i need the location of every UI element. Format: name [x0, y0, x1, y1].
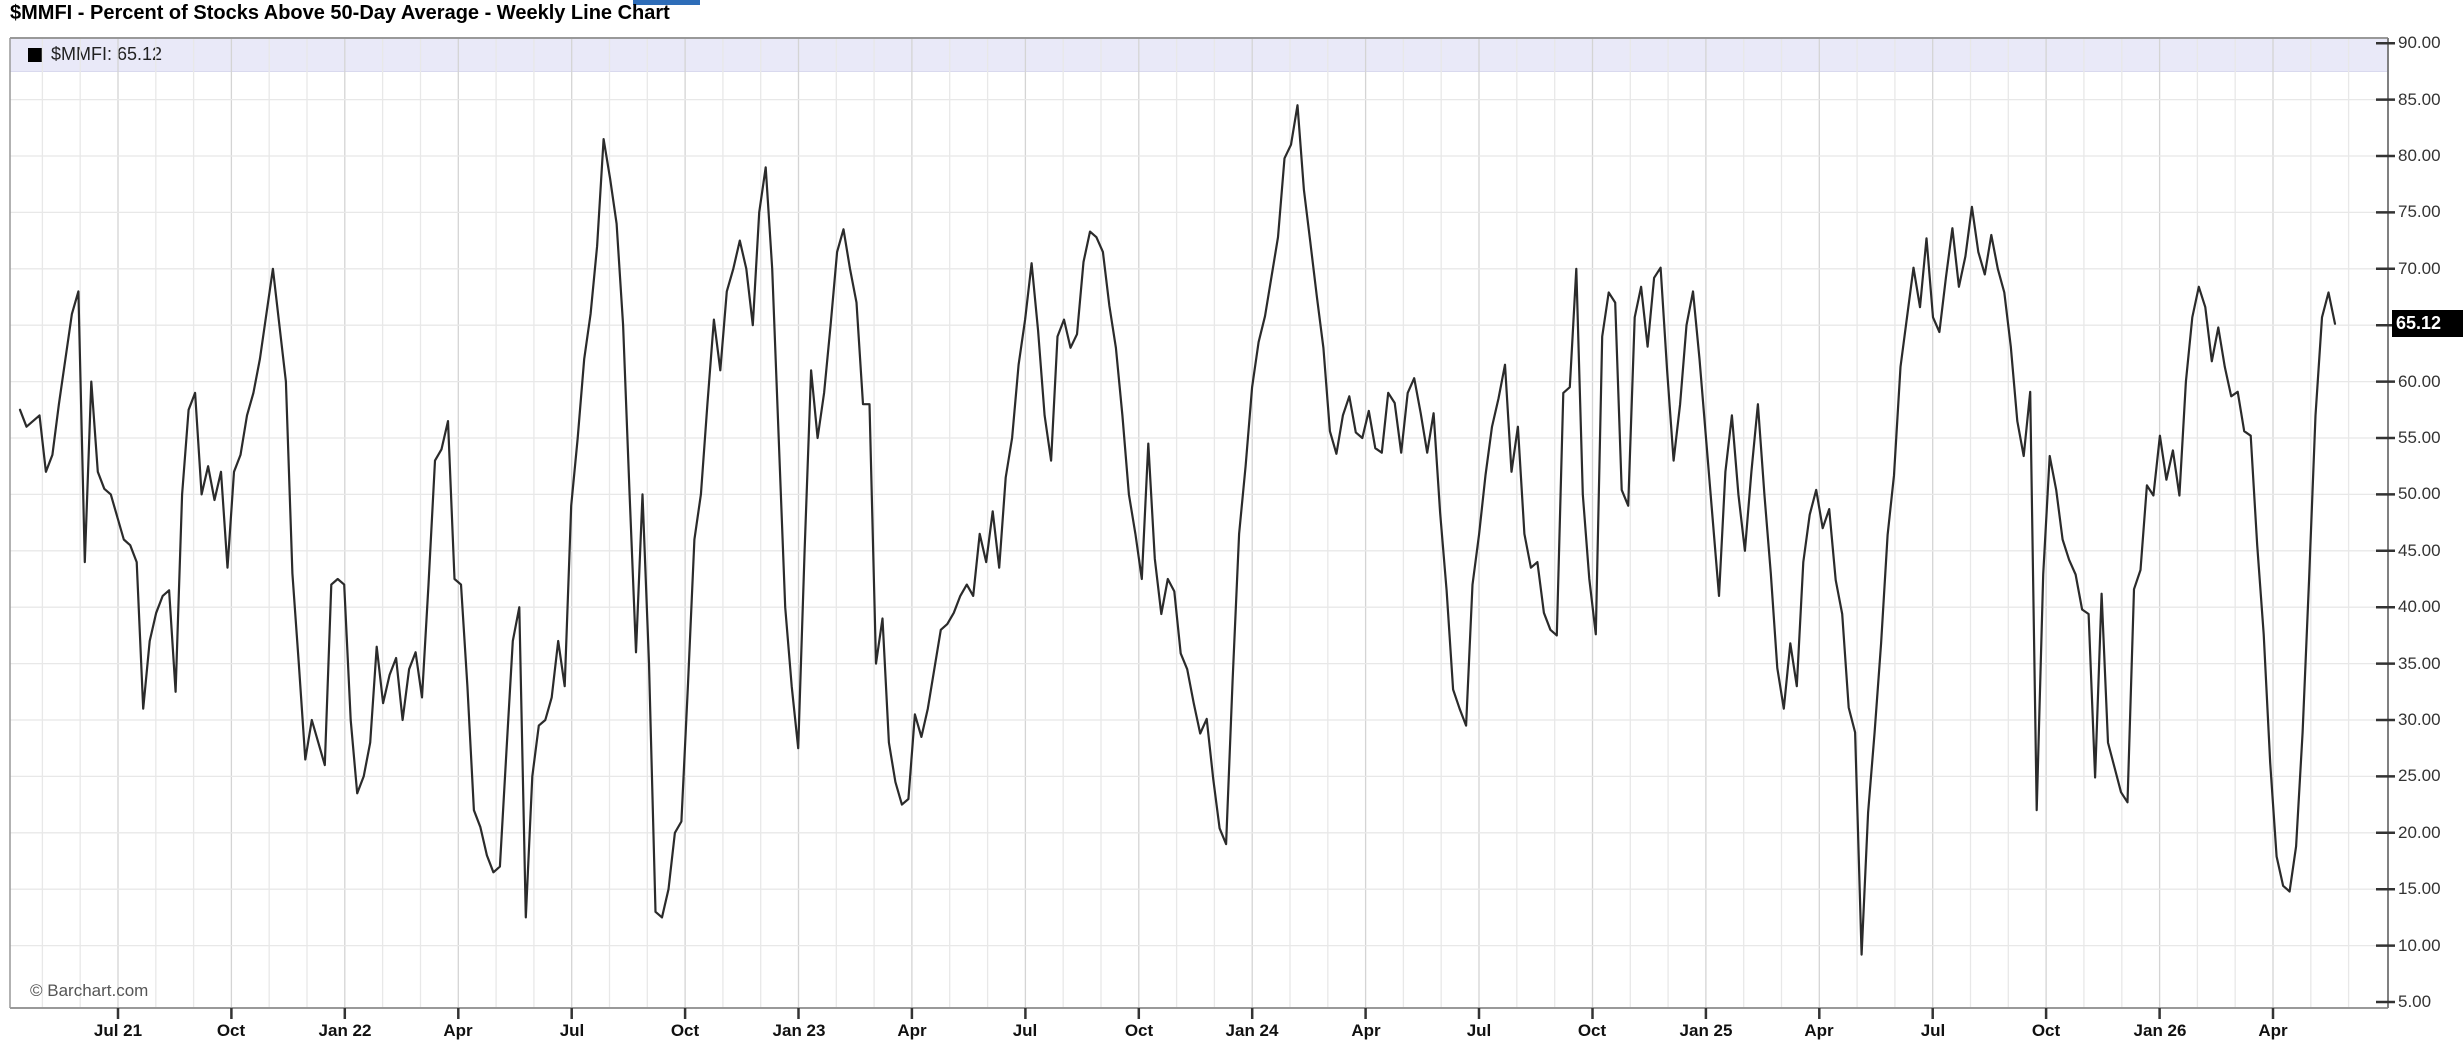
y-axis-label: 70.00: [2398, 259, 2441, 278]
x-axis-label: Oct: [670, 1021, 700, 1040]
legend-label: $MMFI: 65.12: [51, 44, 163, 64]
y-axis-label: 45.00: [2398, 541, 2441, 560]
y-axis-label: 10.00: [2398, 936, 2441, 955]
last-value-box: 65.12: [2392, 310, 2463, 337]
watermark: © Barchart.com: [30, 981, 149, 1000]
x-axis-label: Jan 24: [1225, 1021, 1279, 1040]
x-axis-label: Jan 25: [1679, 1021, 1733, 1040]
x-axis-label: Jan 22: [318, 1021, 372, 1040]
y-axis-label: 60.00: [2398, 372, 2441, 391]
x-axis-label: Apr: [897, 1021, 927, 1040]
x-axis-label: Jul: [559, 1021, 585, 1040]
y-axis-label: 35.00: [2398, 654, 2441, 673]
x-axis-label: Jul: [1012, 1021, 1038, 1040]
y-axis-label: 25.00: [2398, 766, 2441, 785]
page-title: $MMFI - Percent of Stocks Above 50-Day A…: [10, 2, 670, 24]
plot-area[interactable]: [10, 38, 2388, 1008]
x-axis-label: Jan 26: [2133, 1021, 2187, 1040]
x-axis-label: Apr: [1351, 1021, 1381, 1040]
y-axis-label: 5.00: [2398, 992, 2432, 1011]
x-axis-label: Jul: [1920, 1021, 1946, 1040]
y-axis-label: 50.00: [2398, 484, 2441, 503]
x-axis-label: Jan 23: [772, 1021, 826, 1040]
y-axis-label: 75.00: [2398, 202, 2441, 221]
x-axis-label: Apr: [1804, 1021, 1834, 1040]
y-axis-label: 80.00: [2398, 146, 2441, 165]
browser-artifact-blue-bar: [633, 0, 700, 5]
x-axis-label: Oct: [1577, 1021, 1607, 1040]
y-axis-label: 90.00: [2398, 33, 2441, 52]
y-axis-label: 85.00: [2398, 90, 2441, 109]
y-axis-label: 40.00: [2398, 597, 2441, 616]
y-axis-label: 55.00: [2398, 428, 2441, 447]
y-axis-label: 15.00: [2398, 879, 2441, 898]
x-axis-label: Apr: [443, 1021, 473, 1040]
x-axis-label: Apr: [2258, 1021, 2288, 1040]
legend-swatch-icon: [28, 47, 42, 62]
x-axis-label: Oct: [2031, 1021, 2061, 1040]
x-axis-label: Jul: [1466, 1021, 1492, 1040]
y-axis-label: 30.00: [2398, 710, 2441, 729]
x-axis-label: Oct: [216, 1021, 246, 1040]
legend: $MMFI: 65.12: [10, 38, 2388, 72]
x-axis-label: Oct: [1124, 1021, 1154, 1040]
y-axis-label: 20.00: [2398, 823, 2441, 842]
mmfi-series-line: [18, 104, 2337, 956]
x-axis-label: Jul 21: [93, 1021, 143, 1040]
